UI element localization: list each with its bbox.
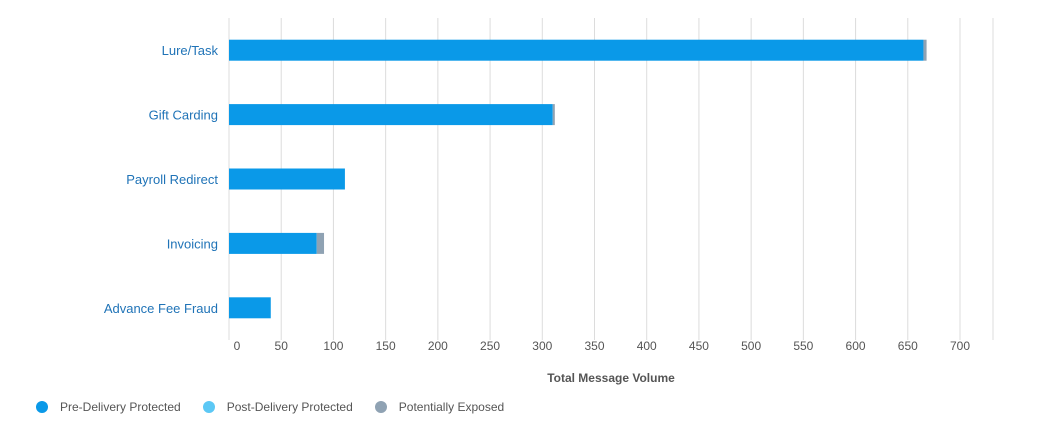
bar-segment[interactable] xyxy=(229,39,924,61)
x-tick-label: 150 xyxy=(376,339,396,353)
category-label: Payroll Redirect xyxy=(126,172,218,187)
legend-swatch xyxy=(36,401,48,413)
bar-chart: Lure/Task Gift Carding Payroll Redirect Inv… xyxy=(104,18,994,385)
category-label: Lure/Task xyxy=(162,43,219,58)
category-labels: Lure/Task Gift Carding Payroll Redirect Inv… xyxy=(104,43,219,316)
legend-swatch xyxy=(374,401,387,413)
x-tick-label: 400 xyxy=(637,339,657,353)
x-tick-label: 350 xyxy=(584,339,604,353)
bar-segment[interactable] xyxy=(229,232,317,254)
x-tick-label: 500 xyxy=(741,339,761,353)
category-label: Advance Fee Fraud xyxy=(104,301,218,316)
legend-item-post-delivery-protected[interactable]: Post-Delivery Protected xyxy=(202,400,353,414)
legend-label: Potentially Exposed xyxy=(398,400,505,414)
category-label: Gift Carding xyxy=(149,108,218,123)
x-tick-label: 650 xyxy=(898,339,918,353)
x-tick-label: 0 xyxy=(234,339,241,353)
bar-segment[interactable] xyxy=(229,297,271,319)
x-tick-label: 100 xyxy=(323,339,343,353)
x-tick-label: 200 xyxy=(428,339,448,353)
bar-segment[interactable] xyxy=(316,232,325,254)
legend-label: Post-Delivery Protected xyxy=(226,400,353,414)
bar-segment[interactable] xyxy=(552,104,555,126)
x-axis-tick-labels: 0 50 100 150 200 250 300 350 400 450 500 550 600 650 7… xyxy=(234,339,971,353)
x-tick-label: 700 xyxy=(950,339,970,353)
gridlines xyxy=(228,18,994,340)
bar-segment[interactable] xyxy=(923,39,927,61)
legend-item-pre-delivery-protected[interactable]: Pre-Delivery Protected xyxy=(36,400,181,414)
bar-segment[interactable] xyxy=(229,168,345,190)
x-tick-label: 50 xyxy=(275,339,289,353)
bars xyxy=(229,39,927,319)
legend-item-potentially-exposed[interactable]: Potentially Exposed xyxy=(374,400,505,414)
category-label: Invoicing xyxy=(167,236,218,251)
legend: Pre-Delivery Protected Post-Delivery Pro… xyxy=(36,400,504,414)
x-axis-title: Total Message Volume xyxy=(547,371,675,385)
x-tick-label: 450 xyxy=(689,339,709,353)
bar-segment[interactable] xyxy=(229,104,553,126)
x-tick-label: 600 xyxy=(846,339,866,353)
x-tick-label: 300 xyxy=(532,339,552,353)
x-tick-label: 550 xyxy=(793,339,813,353)
legend-swatch xyxy=(202,401,215,413)
x-tick-label: 250 xyxy=(480,339,500,353)
legend-label: Pre-Delivery Protected xyxy=(60,400,181,414)
